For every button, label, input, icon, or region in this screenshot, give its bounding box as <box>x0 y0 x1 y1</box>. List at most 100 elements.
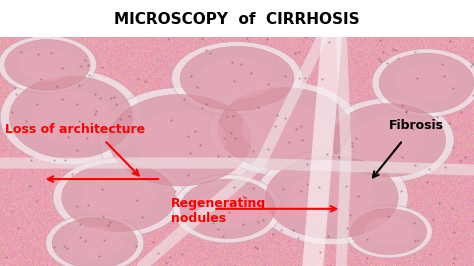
Point <box>433 115 441 119</box>
Ellipse shape <box>323 98 454 182</box>
Point <box>212 202 219 207</box>
Ellipse shape <box>364 217 413 247</box>
Point <box>290 228 297 232</box>
Point <box>462 155 469 159</box>
Point <box>285 140 292 144</box>
Ellipse shape <box>200 58 274 99</box>
Point <box>162 261 170 265</box>
Point <box>411 163 419 168</box>
Point <box>226 210 233 214</box>
Point <box>316 250 324 254</box>
Ellipse shape <box>208 81 361 176</box>
Point <box>214 226 221 231</box>
Point <box>11 86 19 90</box>
Point <box>187 151 194 155</box>
Point <box>423 180 430 184</box>
Point <box>198 106 206 111</box>
Ellipse shape <box>345 205 432 258</box>
Point <box>232 264 239 266</box>
Point <box>167 118 174 122</box>
Ellipse shape <box>241 102 328 156</box>
Point <box>273 113 281 117</box>
Text: Loss of architecture: Loss of architecture <box>5 123 145 136</box>
Point <box>429 217 437 222</box>
Ellipse shape <box>218 88 351 170</box>
Point <box>100 238 108 242</box>
Point <box>402 109 410 113</box>
Point <box>298 124 305 128</box>
Point <box>264 147 272 151</box>
Ellipse shape <box>0 70 142 165</box>
Point <box>231 136 239 140</box>
Point <box>425 167 433 171</box>
Point <box>231 78 238 83</box>
Point <box>383 61 391 65</box>
Point <box>292 51 299 55</box>
Point <box>184 134 191 138</box>
Point <box>84 63 92 67</box>
Point <box>251 245 259 250</box>
Point <box>196 143 203 147</box>
Point <box>69 172 76 176</box>
Point <box>469 93 474 97</box>
Point <box>73 148 81 152</box>
Point <box>81 58 89 62</box>
Point <box>410 221 418 225</box>
Point <box>263 37 270 41</box>
Ellipse shape <box>351 209 427 255</box>
Point <box>363 236 371 241</box>
Point <box>272 124 279 128</box>
Point <box>281 74 289 78</box>
Ellipse shape <box>5 40 90 90</box>
Point <box>77 64 85 68</box>
Point <box>58 66 65 70</box>
Point <box>95 254 103 258</box>
Point <box>33 198 41 203</box>
Point <box>301 35 309 40</box>
Point <box>61 158 68 162</box>
Point <box>379 50 387 54</box>
Point <box>206 51 214 55</box>
Point <box>34 51 42 56</box>
Ellipse shape <box>379 53 474 113</box>
Ellipse shape <box>396 64 457 102</box>
Point <box>398 103 405 107</box>
Point <box>129 170 137 174</box>
Point <box>149 240 156 244</box>
Point <box>352 136 360 140</box>
Point <box>58 97 65 101</box>
Point <box>297 189 304 193</box>
Ellipse shape <box>173 174 282 243</box>
Point <box>446 120 453 125</box>
Point <box>76 235 83 239</box>
Point <box>202 48 210 52</box>
Point <box>354 193 362 198</box>
Point <box>249 149 257 153</box>
Point <box>397 189 405 193</box>
Point <box>470 62 474 66</box>
Ellipse shape <box>82 175 155 220</box>
Point <box>22 118 30 123</box>
Ellipse shape <box>9 76 133 159</box>
Point <box>244 36 251 40</box>
Point <box>166 255 173 260</box>
Point <box>427 252 434 256</box>
Point <box>110 94 118 99</box>
Point <box>187 74 194 78</box>
Point <box>315 185 323 189</box>
Point <box>228 59 236 64</box>
Point <box>270 231 277 236</box>
Point <box>55 177 63 181</box>
Point <box>27 158 35 162</box>
Point <box>64 135 72 139</box>
Point <box>219 234 227 239</box>
Point <box>319 76 326 81</box>
Ellipse shape <box>197 189 258 228</box>
Point <box>303 182 310 186</box>
Point <box>327 264 334 266</box>
Ellipse shape <box>46 214 144 266</box>
Point <box>37 77 45 81</box>
Point <box>33 102 40 106</box>
Point <box>83 136 91 140</box>
Point <box>264 82 272 86</box>
